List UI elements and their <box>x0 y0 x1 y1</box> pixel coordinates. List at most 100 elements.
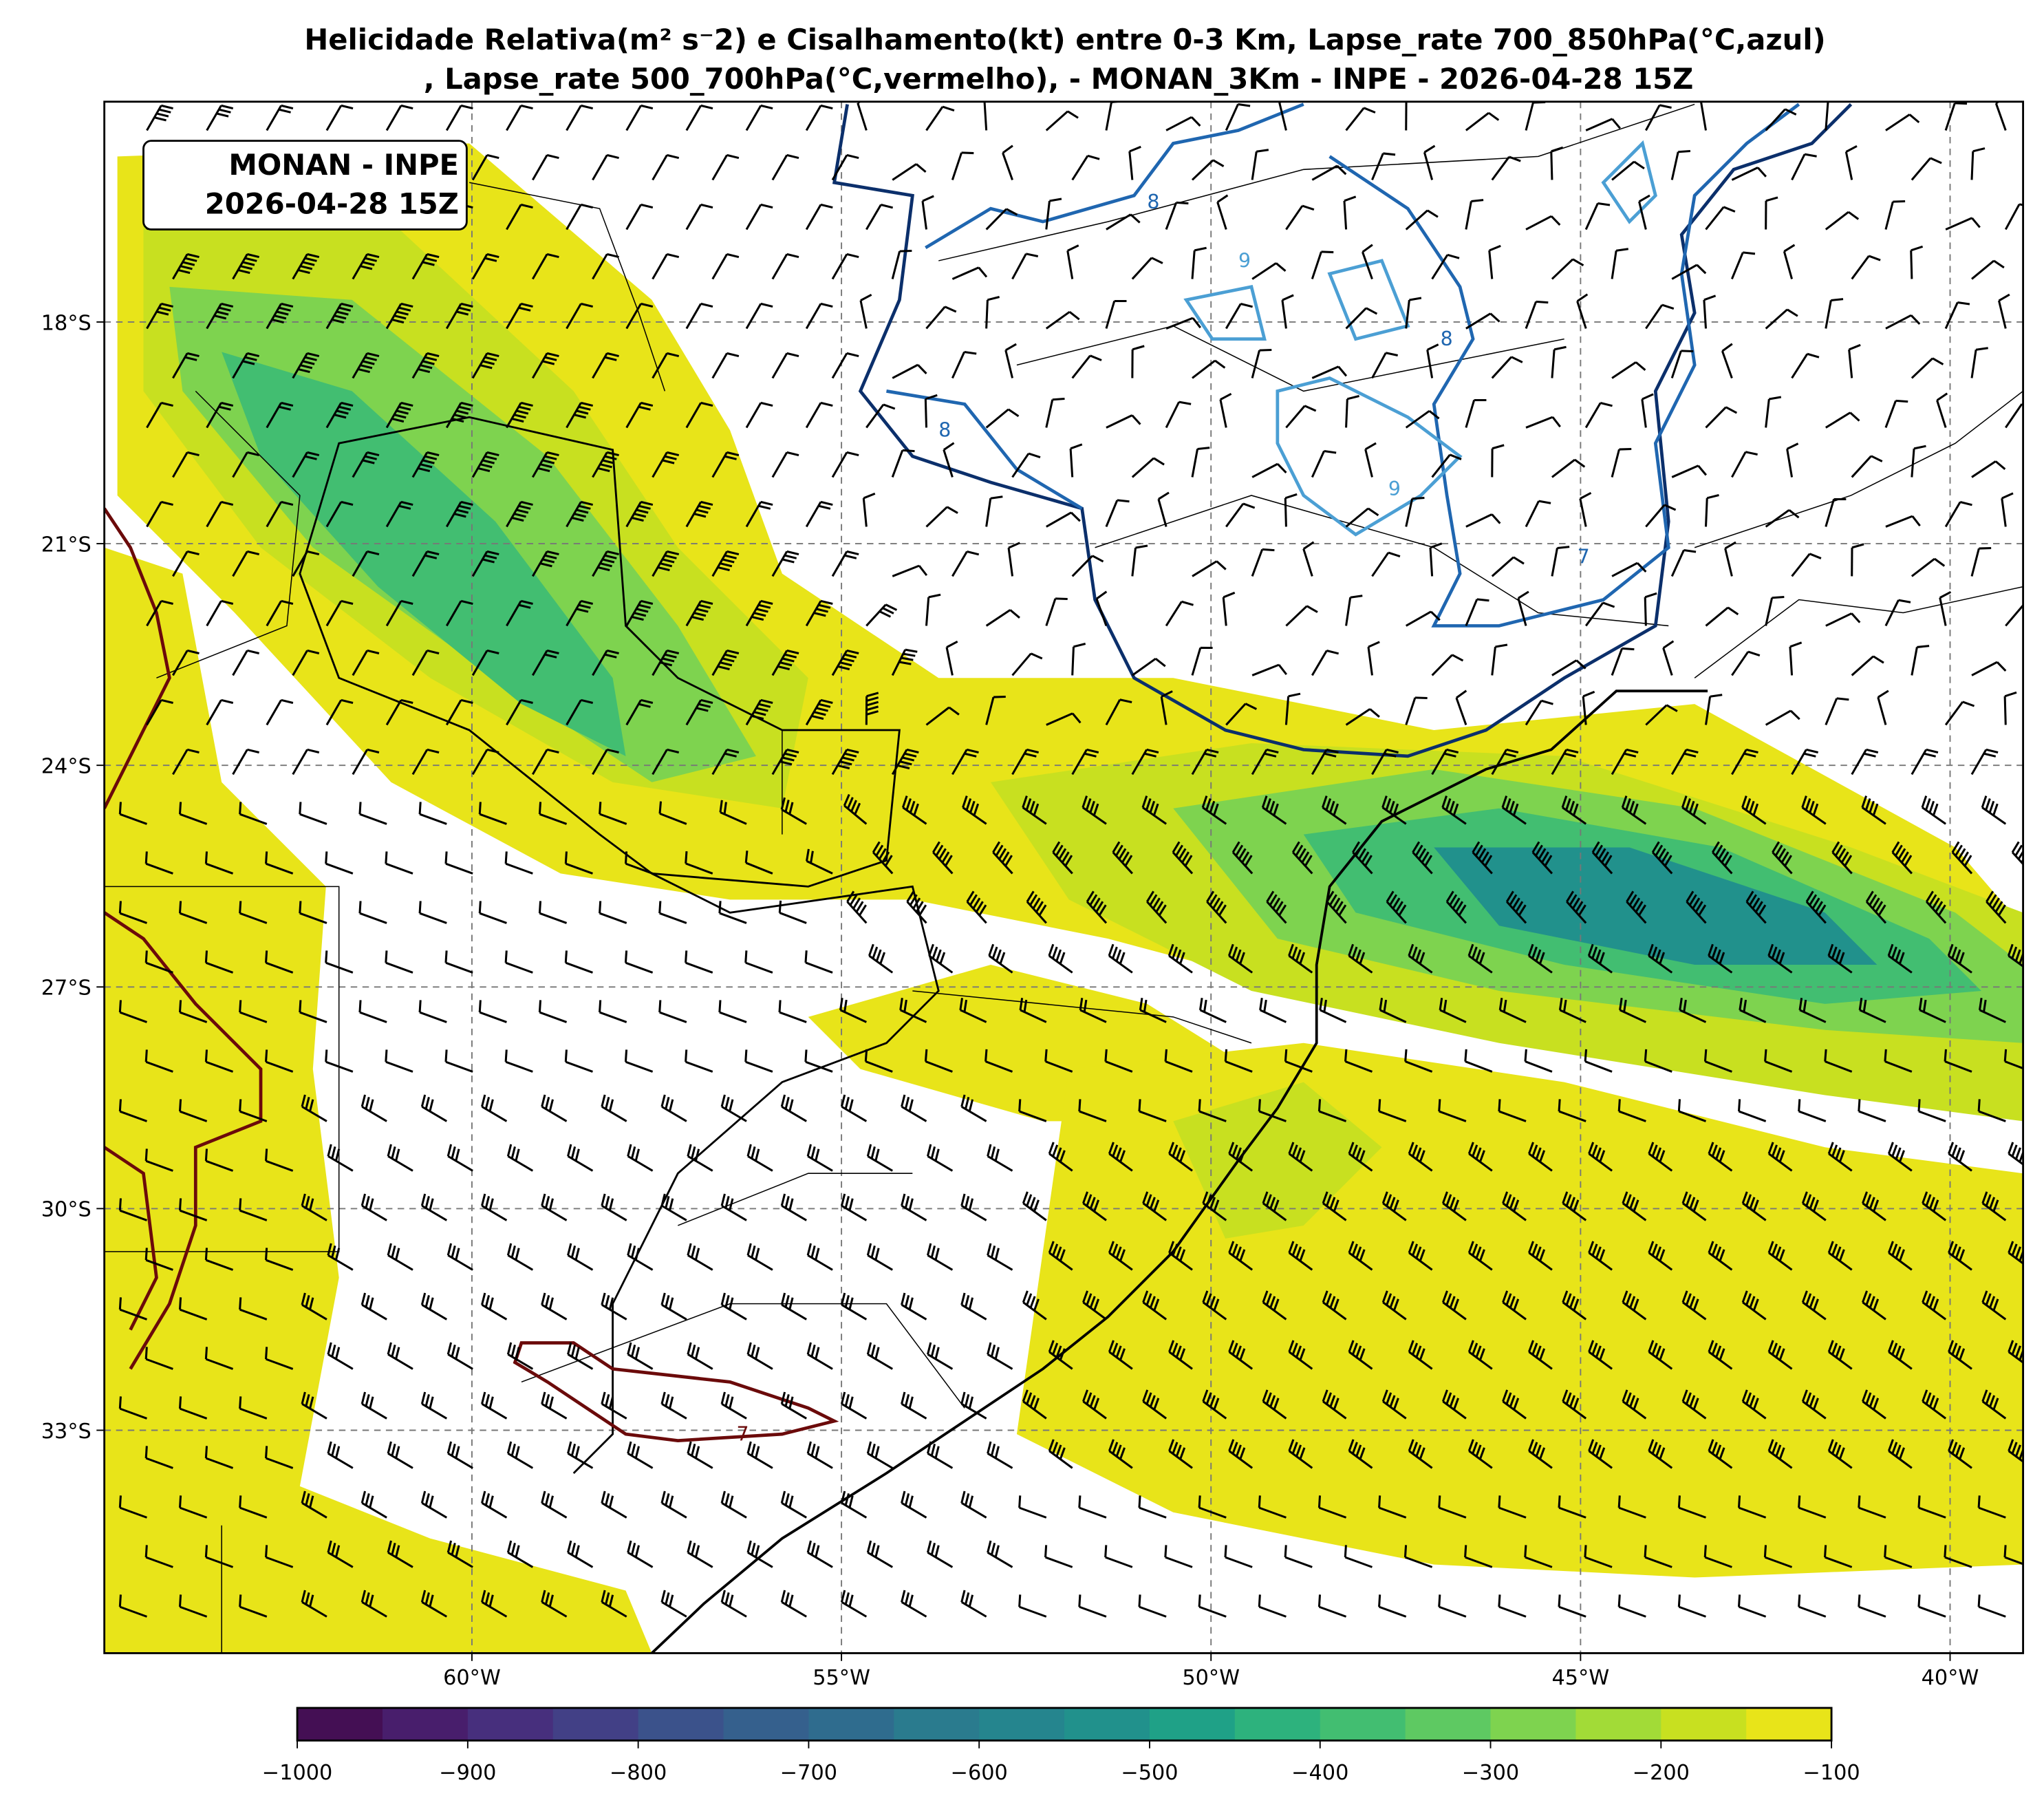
wind-barb <box>1791 748 1819 776</box>
wind-barb <box>1981 1290 2007 1320</box>
wind-barb <box>1045 597 1068 626</box>
wind-barb <box>1791 153 1817 181</box>
wind-barb <box>420 1490 448 1519</box>
colorbar-bin <box>979 1708 1066 1741</box>
wind-barb <box>1138 1495 1167 1519</box>
wind-barb <box>1464 1545 1493 1568</box>
wind-barb <box>178 1099 208 1122</box>
wind-barb <box>805 500 833 528</box>
wind-barb <box>531 253 559 280</box>
wind-barb <box>806 848 833 875</box>
wind-barb <box>1527 1439 1553 1469</box>
wind-barb <box>567 1243 594 1271</box>
wind-barb <box>1887 1142 1913 1172</box>
wind-barb <box>504 1049 533 1073</box>
wind-barb <box>1731 167 1767 181</box>
wind-barb <box>1527 1241 1553 1271</box>
wind-barb <box>1131 345 1145 378</box>
wind-barb <box>1558 998 1586 1023</box>
wind-barb <box>411 649 440 676</box>
wind-barb <box>1311 748 1339 776</box>
wind-barb <box>1925 890 1947 924</box>
wind-barb <box>601 1490 627 1519</box>
wind-barb <box>1198 1594 1227 1618</box>
wind-barb <box>567 1342 594 1370</box>
wind-barb <box>1619 998 1646 1023</box>
wind-barb <box>601 1292 627 1320</box>
wind-barb <box>1288 1340 1313 1370</box>
wind-barb <box>385 302 413 330</box>
wind-barb <box>1288 943 1313 974</box>
wind-barb <box>687 1243 713 1271</box>
helicity-region-east-core <box>1434 847 1878 965</box>
wind-barb <box>945 640 958 676</box>
wind-barb <box>325 302 354 330</box>
wind-barb <box>239 1000 268 1023</box>
wind-barb <box>720 1193 747 1221</box>
wind-barb <box>146 401 173 429</box>
wind-barb <box>1007 542 1020 577</box>
wind-barb <box>927 1342 954 1370</box>
wind-barb <box>1258 1099 1287 1122</box>
wind-barb <box>144 950 173 974</box>
wind-barb <box>1438 1594 1467 1618</box>
wind-barb <box>239 1099 268 1122</box>
wind-barb <box>506 1144 534 1172</box>
wind-barb <box>1858 1495 1886 1519</box>
wind-barb <box>1611 562 1647 577</box>
wind-barb <box>2005 603 2023 627</box>
wind-barb <box>711 649 740 676</box>
wind-barb <box>1381 1389 1407 1420</box>
wind-barb <box>352 748 380 776</box>
wind-barb <box>538 1000 568 1023</box>
wind-barb <box>471 550 499 577</box>
wind-barb <box>901 1292 927 1320</box>
wind-barb <box>1611 248 1628 279</box>
wind-barb <box>504 851 533 875</box>
wind-barb <box>265 1248 294 1271</box>
wind-barb <box>471 748 499 776</box>
wind-barb <box>1288 1142 1313 1172</box>
wind-barb <box>927 1540 954 1568</box>
wind-barb <box>1364 442 1377 478</box>
wind-barb <box>1700 101 1707 131</box>
lat-tick-label: 30°S <box>41 1198 92 1222</box>
wind-barb <box>1352 841 1373 875</box>
wind-barb <box>1825 411 1860 429</box>
wind-barb <box>1765 596 1785 626</box>
wind-barb <box>780 1391 807 1420</box>
wind-barb <box>506 500 533 528</box>
wind-barb <box>447 1144 473 1172</box>
wind-barb <box>925 105 955 131</box>
wind-barb <box>118 1297 148 1320</box>
wind-barb <box>892 363 927 379</box>
wind-barb <box>506 1342 534 1370</box>
wind-barb <box>1765 196 1778 230</box>
wind-barb <box>745 302 773 330</box>
wind-barb <box>292 649 320 676</box>
wind-barb <box>866 1144 893 1172</box>
wind-barb <box>566 599 594 627</box>
colorbar-bin <box>1575 1708 1662 1741</box>
wind-barb <box>1405 497 1425 527</box>
wind-barb <box>1405 209 1439 231</box>
wind-barb <box>1251 462 1287 478</box>
wind-barb <box>325 500 354 528</box>
wind-barb <box>292 748 320 776</box>
wind-barb <box>361 1094 387 1122</box>
wind-barb <box>2032 565 2044 577</box>
lon-tick-label: 55°W <box>813 1666 870 1690</box>
wind-barb <box>541 1490 568 1519</box>
wind-barb <box>1165 116 1201 131</box>
wind-barb <box>592 550 619 577</box>
wind-barb <box>445 599 473 627</box>
wind-barb <box>1737 1099 1767 1122</box>
wind-barb <box>1464 1049 1493 1073</box>
wind-barb <box>1224 1049 1253 1073</box>
wind-barb <box>385 1049 413 1073</box>
wind-barb <box>806 1540 833 1568</box>
wind-barb <box>1251 663 1288 676</box>
wind-barb <box>204 1347 234 1370</box>
wind-barb <box>627 1540 654 1568</box>
wind-barb <box>1465 199 1484 230</box>
